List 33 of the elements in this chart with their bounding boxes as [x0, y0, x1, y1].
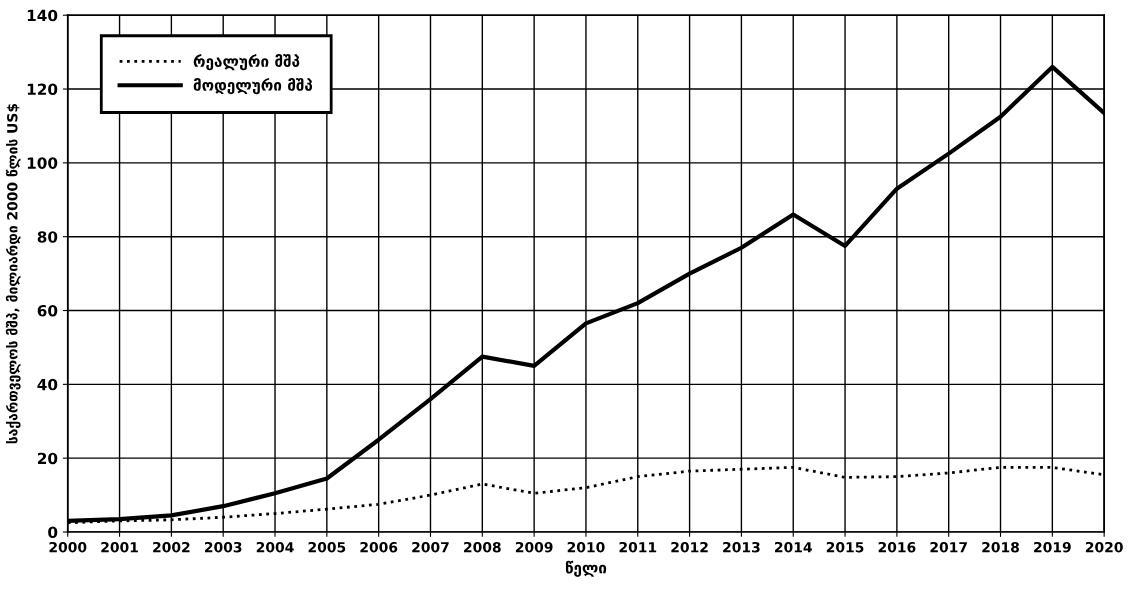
x-tick-label: 2014	[775, 541, 812, 553]
x-tick-label: 2007	[412, 541, 449, 553]
y-tick-label: 20	[37, 452, 58, 465]
x-tick-label: 2009	[515, 541, 553, 553]
legend-label: რეალური მშპ	[193, 54, 300, 71]
x-tick-label: 2011	[619, 541, 657, 553]
x-tick-label: 2012	[671, 541, 708, 553]
y-tick-label: 120	[27, 83, 58, 96]
x-axis-title: წელი	[565, 560, 607, 577]
x-tick-label: 2000	[49, 541, 87, 553]
x-tick-label: 2018	[982, 541, 1019, 553]
x-tick-label: 2006	[360, 541, 398, 553]
y-tick-label: 80	[37, 231, 58, 243]
x-tick-label: 2002	[153, 541, 190, 553]
y-tick-label: 40	[37, 378, 58, 391]
y-tick-label: 100	[27, 157, 58, 169]
x-tick-label: 2020	[1085, 541, 1123, 553]
x-tick-label: 2004	[256, 541, 294, 553]
y-tick-label: 60	[37, 304, 58, 317]
x-tick-label: 2019	[1034, 541, 1071, 553]
y-tick-label: 140	[27, 9, 58, 22]
x-tick-label: 2016	[878, 541, 916, 553]
y-tick-label: 0	[48, 526, 58, 539]
x-tick-label: 2017	[930, 541, 967, 553]
x-tick-label: 2010	[567, 541, 605, 553]
x-tick-label: 2001	[101, 541, 138, 553]
y-axis-title: საქართველოს მშპ, მილიარდი 2000 წლის US$	[5, 103, 21, 444]
x-tick-label: 2003	[204, 541, 242, 553]
x-tick-label: 2015	[826, 541, 864, 553]
legend-label: მოდელური მშპ	[193, 77, 313, 95]
x-tick-label: 2013	[723, 541, 760, 553]
x-tick-label: 2005	[308, 541, 346, 553]
x-tick-label: 2008	[464, 541, 501, 553]
